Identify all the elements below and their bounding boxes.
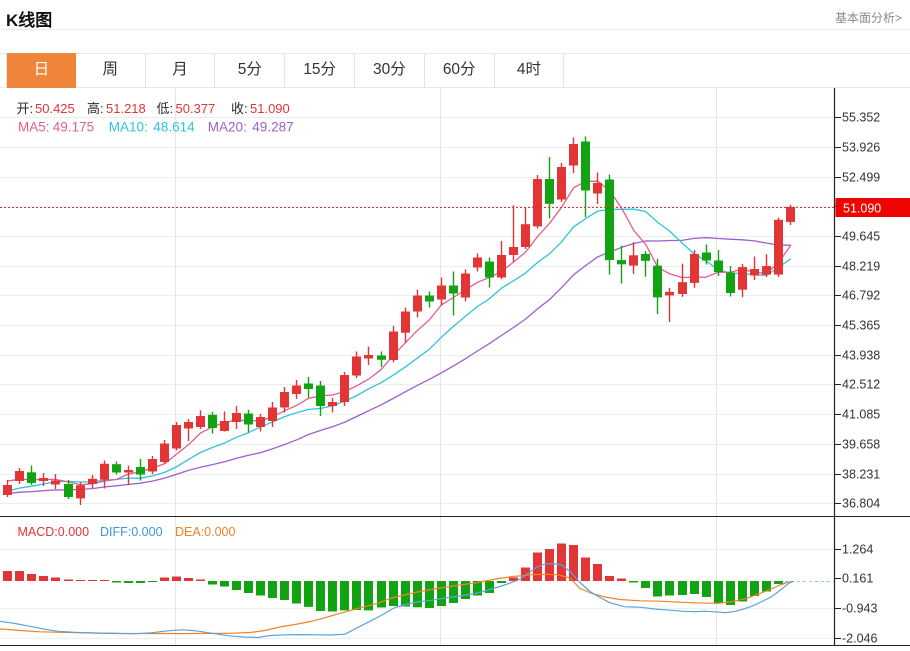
svg-text:55.352: 55.352 [842,111,880,125]
svg-text:52.499: 52.499 [842,171,880,185]
svg-text:53.926: 53.926 [842,141,880,155]
svg-text:49.645: 49.645 [842,230,880,244]
svg-text:-2.046: -2.046 [842,632,877,646]
svg-text:0.161: 0.161 [842,572,873,586]
svg-text:41.085: 41.085 [842,408,880,422]
svg-text:39.658: 39.658 [842,438,880,452]
svg-text:51.090: 51.090 [843,202,881,216]
svg-text:36.804: 36.804 [842,497,880,511]
svg-text:48.219: 48.219 [842,260,880,274]
svg-text:42.512: 42.512 [842,378,880,392]
svg-text:1.264: 1.264 [842,543,873,557]
svg-text:-0.943: -0.943 [842,602,877,616]
svg-text:38.231: 38.231 [842,468,880,482]
svg-text:43.938: 43.938 [842,349,880,363]
svg-text:46.792: 46.792 [842,289,880,303]
svg-text:45.365: 45.365 [842,319,880,333]
